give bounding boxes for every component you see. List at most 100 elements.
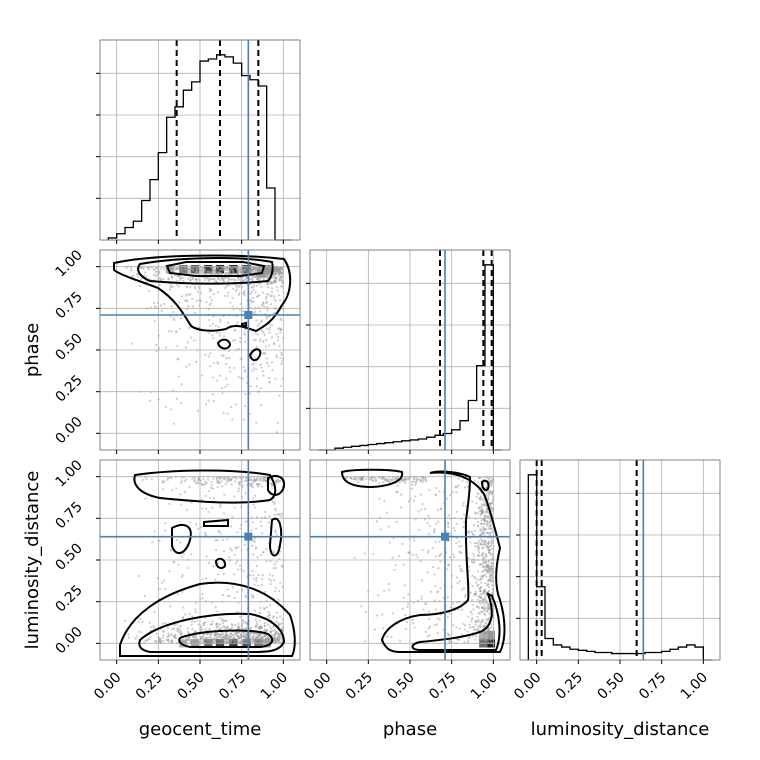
sample-point	[439, 508, 443, 511]
sample-point	[230, 405, 233, 409]
sample-point	[188, 269, 191, 273]
sample-point	[175, 330, 178, 333]
sample-point	[162, 634, 165, 637]
sample-point	[186, 508, 189, 511]
sample-point	[475, 495, 478, 498]
sample-point	[176, 629, 179, 633]
sample-point	[178, 301, 181, 304]
sample-point	[472, 625, 476, 628]
sample-point	[165, 268, 168, 271]
sample-point	[391, 612, 394, 615]
sample-point	[382, 627, 385, 630]
sample-point	[489, 528, 493, 531]
x-tick-label: 0.00	[91, 670, 124, 703]
sample-point	[433, 529, 436, 533]
sample-point	[396, 491, 399, 494]
sample-point	[458, 580, 461, 583]
sample-point	[478, 498, 481, 501]
sample-point	[237, 376, 241, 379]
sample-point	[222, 335, 226, 338]
sample-point	[169, 286, 172, 289]
sample-point	[387, 588, 391, 591]
sample-point	[207, 639, 210, 642]
sample-point	[193, 480, 196, 483]
sample-point	[219, 334, 222, 337]
sample-point	[190, 623, 193, 626]
sample-point	[211, 278, 214, 281]
sample-point	[148, 399, 152, 402]
sample-point	[161, 622, 165, 625]
sample-point	[229, 301, 232, 304]
sample-point	[273, 275, 276, 278]
sample-point	[255, 377, 258, 380]
sample-point	[219, 318, 222, 321]
sample-point	[269, 295, 272, 298]
sample-point	[267, 364, 270, 367]
sample-point	[230, 549, 233, 552]
sample-point	[479, 514, 482, 517]
sample-point	[237, 284, 240, 287]
sample-point	[186, 627, 189, 630]
sample-point	[137, 275, 140, 279]
sample-point	[486, 610, 489, 613]
sample-point	[434, 608, 437, 611]
sample-point	[372, 479, 375, 482]
sample-point	[270, 324, 274, 327]
sample-point	[488, 490, 491, 493]
sample-point	[431, 547, 434, 550]
sample-point	[274, 586, 278, 590]
sample-point	[275, 354, 278, 357]
sample-point	[220, 480, 223, 483]
sample-point	[191, 268, 194, 271]
sample-point	[209, 273, 212, 276]
sample-point	[472, 593, 476, 596]
sample-point	[411, 480, 414, 483]
sample-point	[446, 497, 449, 500]
sample-point	[279, 276, 282, 279]
sample-point	[187, 632, 190, 635]
sample-point	[203, 270, 207, 273]
sample-point	[391, 556, 394, 559]
sample-point	[389, 541, 392, 544]
sample-point	[253, 275, 256, 279]
sample-point	[127, 636, 131, 639]
sample-point	[480, 619, 483, 622]
sample-point	[237, 601, 240, 604]
sample-point	[480, 563, 484, 566]
sample-point	[486, 542, 489, 545]
sample-point	[269, 268, 272, 272]
sample-point	[139, 617, 142, 620]
sample-point	[177, 274, 180, 278]
sample-point	[225, 479, 229, 482]
sample-point	[271, 616, 275, 619]
sample-point	[251, 482, 254, 485]
sample-point	[187, 277, 190, 280]
sample-point	[177, 358, 180, 361]
sample-point	[266, 361, 269, 365]
y-tick-label: 1.00	[52, 247, 85, 280]
sample-point	[234, 289, 237, 293]
sample-point	[253, 583, 256, 586]
sample-point	[215, 477, 219, 480]
sample-point	[484, 581, 487, 585]
sample-point	[197, 285, 200, 288]
sample-point	[248, 574, 252, 577]
sample-point	[138, 284, 142, 288]
sample-point	[487, 493, 490, 496]
sample-point	[416, 599, 419, 602]
sample-point	[235, 639, 239, 642]
sample-point	[413, 477, 416, 480]
sample-point	[173, 623, 176, 627]
x-tick-label: 0.00	[301, 670, 334, 703]
sample-point	[207, 561, 210, 565]
sample-point	[239, 564, 242, 567]
sample-point	[460, 551, 463, 555]
sample-point	[249, 292, 252, 295]
sample-point	[237, 278, 240, 281]
contour-line	[138, 612, 286, 653]
sample-point	[184, 299, 187, 303]
sample-point	[269, 559, 272, 563]
sample-point	[277, 267, 280, 270]
sample-point	[251, 363, 254, 366]
sample-point	[186, 630, 190, 633]
